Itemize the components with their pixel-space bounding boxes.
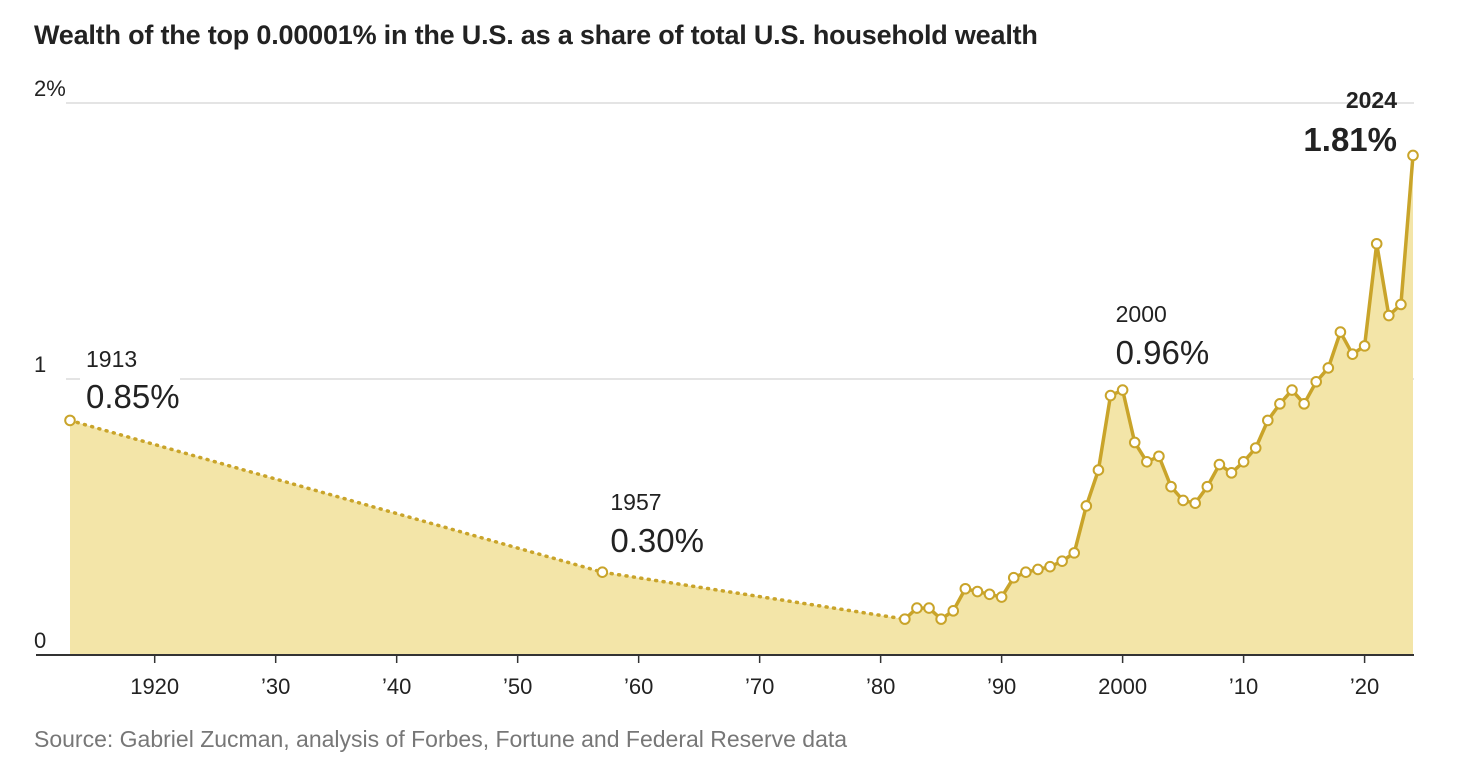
data-point: [1032, 563, 1044, 576]
data-point: [983, 588, 996, 601]
area-fill-path: [70, 155, 1413, 655]
data-point: [1104, 389, 1117, 402]
y-tick-label: 2%: [34, 76, 66, 101]
x-tick-label: ’90: [987, 674, 1016, 699]
data-point: [1068, 547, 1081, 559]
data-point: [899, 613, 911, 625]
y-tick-label: 0: [34, 628, 46, 653]
y-tick-label: 1: [34, 352, 46, 377]
data-point: [1274, 398, 1286, 410]
annotation-year: 1913: [86, 346, 137, 372]
data-point: [1310, 375, 1323, 388]
data-point: [1286, 384, 1298, 396]
data-point: [1141, 456, 1153, 468]
annotation-value: 1.81%: [1303, 121, 1397, 158]
x-tick-label: ’80: [866, 674, 895, 699]
annotation-year: 2024: [1346, 87, 1397, 113]
annotation-backdrop: [80, 343, 180, 421]
annotation-value: 0.96%: [1116, 334, 1210, 371]
x-tick-label: ’70: [745, 674, 774, 699]
data-point: [1358, 340, 1371, 352]
data-point: [1370, 237, 1383, 250]
data-point: [1262, 414, 1274, 427]
x-tick-label: ’60: [624, 674, 653, 699]
x-tick-label: ’10: [1229, 674, 1258, 699]
x-tick-label: 1920: [130, 674, 179, 699]
source-note: Source: Gabriel Zucman, analysis of Forb…: [34, 726, 848, 752]
data-point: [911, 602, 923, 614]
data-point: [1407, 149, 1419, 162]
data-point: [1044, 560, 1056, 573]
area-fill: [70, 155, 1413, 655]
annotation-year: 1957: [610, 489, 661, 515]
x-tick-label: ’20: [1350, 674, 1379, 699]
data-point: [1322, 362, 1335, 374]
data-point: [1237, 456, 1250, 468]
data-point: [1201, 480, 1214, 493]
annotation-year: 2000: [1116, 301, 1167, 327]
x-tick-label: ’50: [503, 674, 532, 699]
axes: 0 1 2% 1920 ’30 ’40 ’50 ’60 ’70 ’80 ’90 2000 ’10 ’20: [34, 76, 1414, 699]
data-point: [1334, 326, 1347, 338]
gridlines: [66, 102, 1414, 380]
data-point: [1213, 458, 1226, 471]
chart-title: Wealth of the top 0.00001% in the U.S. a…: [34, 20, 1038, 50]
data-point: [596, 566, 609, 579]
annotation-value: 0.85%: [86, 378, 180, 415]
annotations: 1913 0.85% 1957 0.30% 2000 0.96% 2024 1.81%: [80, 87, 1397, 559]
data-point: [971, 585, 984, 598]
x-tick-label: ’40: [382, 674, 411, 699]
data-point: [1056, 555, 1068, 567]
data-point: [1298, 398, 1310, 410]
data-point: [923, 602, 935, 614]
data-point: [935, 613, 947, 625]
data-point: [1128, 436, 1141, 449]
data-point: [959, 582, 972, 595]
data-point: [1249, 442, 1262, 454]
data-point: [1020, 566, 1032, 579]
data-point: [1092, 464, 1105, 476]
data-point: [1080, 500, 1093, 512]
annotation-value: 0.30%: [610, 522, 704, 559]
data-points: [64, 149, 1419, 625]
data-point: [995, 591, 1008, 603]
x-tick-label: 2000: [1098, 674, 1147, 699]
data-point: [1395, 298, 1407, 311]
data-point: [1153, 450, 1165, 463]
data-point: [1346, 348, 1359, 360]
data-point: [1189, 497, 1202, 510]
data-point: [1116, 384, 1129, 396]
data-point: [1383, 309, 1395, 322]
x-tick-label: ’30: [261, 674, 290, 699]
data-point: [1225, 467, 1238, 479]
data-point: [64, 414, 76, 427]
data-point: [1177, 494, 1189, 507]
data-point: [947, 605, 960, 617]
data-point: [1007, 571, 1020, 584]
data-point: [1165, 480, 1177, 493]
